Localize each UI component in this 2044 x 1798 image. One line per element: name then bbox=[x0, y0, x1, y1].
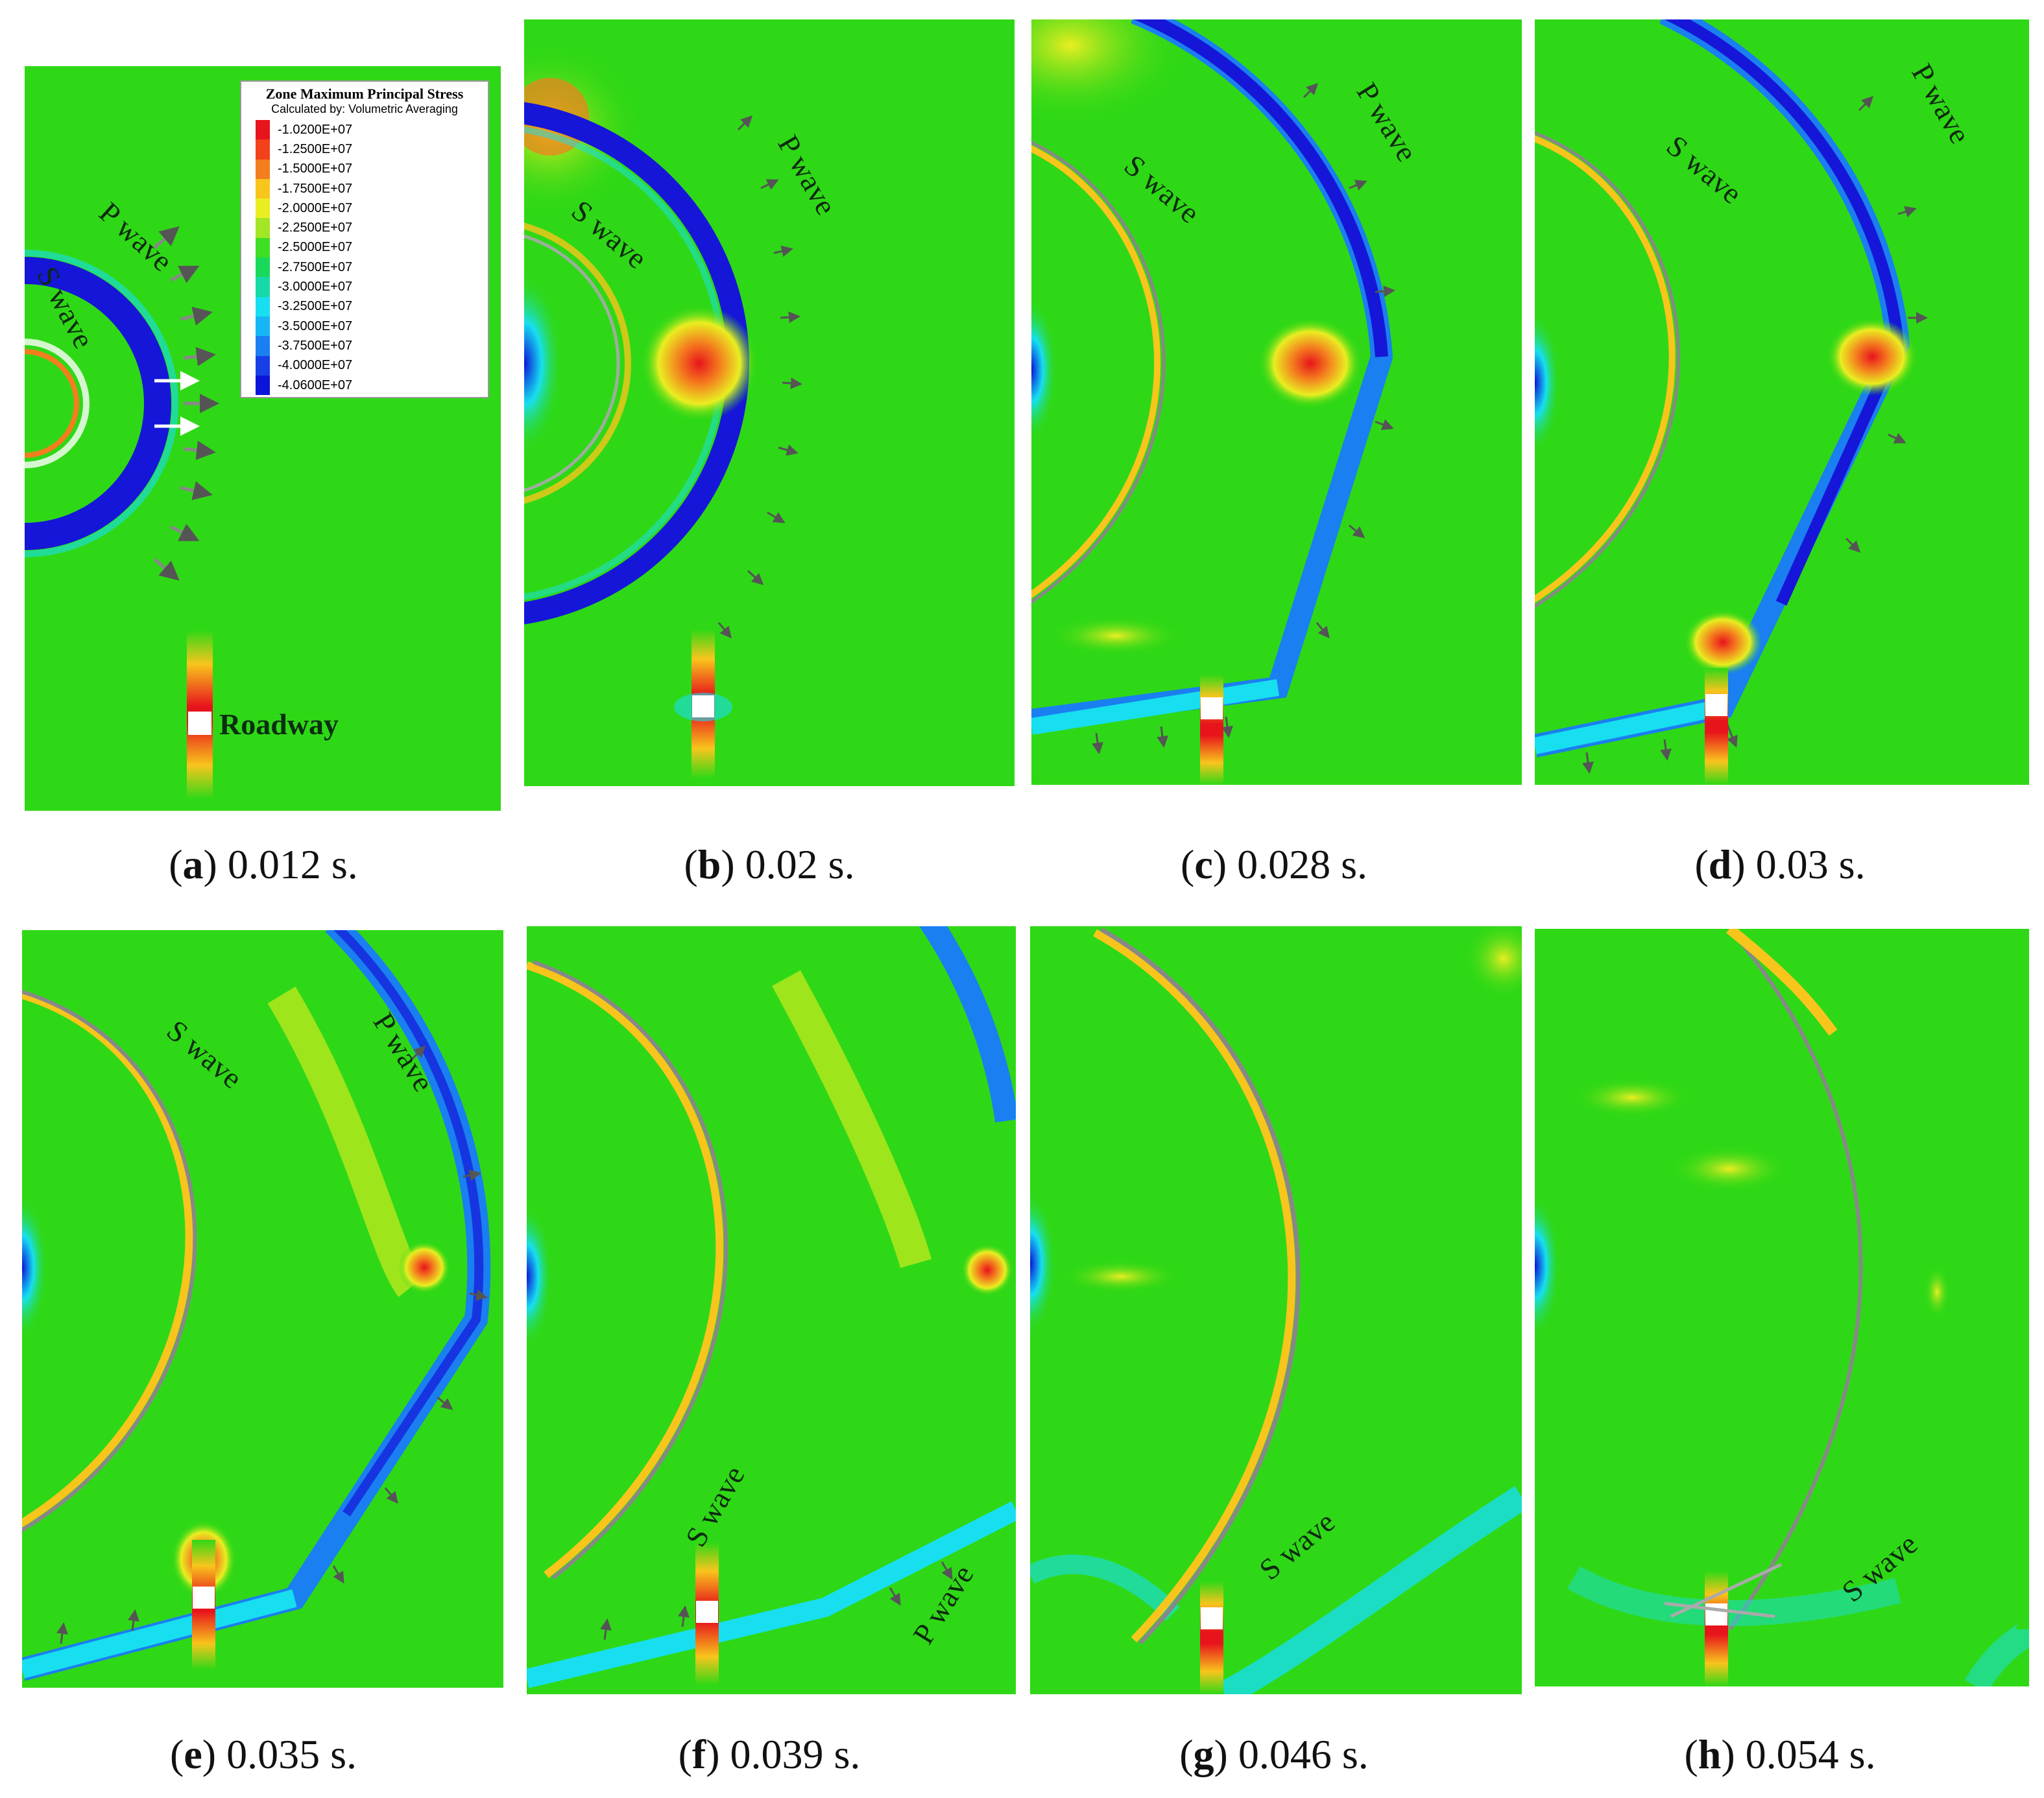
legend-title: Zone Maximum Principal Stress bbox=[265, 86, 464, 102]
caption-letter-d: d bbox=[1708, 841, 1732, 887]
panel-g-image: S wave bbox=[1030, 926, 1522, 1694]
caption-letter-e: e bbox=[184, 1731, 202, 1777]
legend-swatch bbox=[256, 296, 270, 317]
legend-entry-label: -2.7500E+07 bbox=[278, 259, 353, 274]
legend-entry: -4.0600E+07 bbox=[241, 375, 488, 396]
stress-legend: Zone Maximum Principal Stress Calculated… bbox=[240, 80, 489, 398]
caption-time-b: 0.02 s. bbox=[745, 841, 855, 887]
legend-entry: -3.0000E+07 bbox=[241, 277, 488, 297]
caption-time-c: 0.028 s. bbox=[1237, 841, 1367, 887]
caption-time-a: 0.012 s. bbox=[227, 841, 358, 887]
panel-d-image: P wave S wave bbox=[1535, 19, 2029, 785]
caption-d: (d) 0.03 s. bbox=[1694, 841, 1866, 887]
panel-h-image: S wave bbox=[1535, 929, 2029, 1686]
legend-entry-label: -1.7500E+07 bbox=[278, 181, 353, 196]
caption-time-h: 0.054 s. bbox=[1745, 1731, 1876, 1777]
legend-swatch bbox=[256, 159, 270, 179]
caption-time-g: 0.046 s. bbox=[1238, 1731, 1369, 1777]
legend-swatch bbox=[256, 355, 270, 376]
caption-e: (e) 0.035 s. bbox=[170, 1731, 357, 1777]
caption-time-f: 0.039 s. bbox=[730, 1731, 861, 1777]
legend-entry: -2.2500E+07 bbox=[241, 218, 488, 238]
caption-h: (h) 0.054 s. bbox=[1684, 1731, 1876, 1777]
caption-f: (f) 0.039 s. bbox=[678, 1731, 861, 1777]
legend-entry: -1.5000E+07 bbox=[241, 159, 488, 179]
legend-entry: -2.0000E+07 bbox=[241, 198, 488, 219]
caption-time-d: 0.03 s. bbox=[1755, 841, 1866, 887]
caption-letter-c: c bbox=[1194, 841, 1213, 887]
legend-entry: -1.0200E+07 bbox=[241, 120, 488, 140]
legend-swatch bbox=[256, 316, 270, 337]
legend-entry-label: -1.0200E+07 bbox=[278, 122, 353, 137]
caption-time-e: 0.035 s. bbox=[226, 1731, 357, 1777]
legend-entry: -3.7500E+07 bbox=[241, 336, 488, 356]
legend-entry: -4.0000E+07 bbox=[241, 355, 488, 376]
panel-f-image: S wave P wave bbox=[527, 926, 1016, 1694]
legend-entry: -1.7500E+07 bbox=[241, 178, 488, 199]
legend-entry-label: -1.2500E+07 bbox=[278, 141, 353, 156]
legend-swatch bbox=[256, 237, 270, 258]
caption-letter-b: b bbox=[697, 841, 721, 887]
legend-swatch bbox=[256, 375, 270, 396]
caption-g: (g) 0.046 s. bbox=[1179, 1731, 1369, 1777]
legend-swatch bbox=[256, 198, 270, 219]
panel-e-image: P wave S wave bbox=[22, 930, 503, 1688]
legend-entry-label: -4.0600E+07 bbox=[278, 378, 353, 392]
roadway-label: Roadway bbox=[219, 708, 339, 741]
legend-entry-label: -2.5000E+07 bbox=[278, 240, 353, 255]
caption-letter-f: f bbox=[691, 1731, 706, 1777]
legend-swatch bbox=[256, 336, 270, 356]
legend-entry: -3.2500E+07 bbox=[241, 296, 488, 317]
caption-letter-h: h bbox=[1698, 1731, 1722, 1777]
legend-entry: -3.5000E+07 bbox=[241, 316, 488, 337]
legend-swatch bbox=[256, 139, 270, 160]
legend-swatch bbox=[256, 120, 270, 140]
caption-a: (a) 0.012 s. bbox=[169, 841, 358, 887]
legend-swatch bbox=[256, 178, 270, 199]
legend-entry-label: -3.0000E+07 bbox=[278, 280, 353, 294]
legend-swatch bbox=[256, 218, 270, 238]
legend-entry: -2.7500E+07 bbox=[241, 258, 488, 278]
legend-entry-label: -3.2500E+07 bbox=[278, 299, 353, 314]
legend-entry: -1.2500E+07 bbox=[241, 139, 488, 160]
legend-entry-label: -3.5000E+07 bbox=[278, 318, 353, 333]
caption-c: (c) 0.028 s. bbox=[1181, 841, 1367, 887]
legend-entry-label: -2.0000E+07 bbox=[278, 200, 353, 215]
legend-swatch bbox=[256, 277, 270, 297]
legend-entry-label: -4.0000E+07 bbox=[278, 358, 353, 373]
legend-swatch bbox=[256, 258, 270, 278]
legend-entry-label: -1.5000E+07 bbox=[278, 162, 353, 176]
caption-b: (b) 0.02 s. bbox=[684, 841, 855, 887]
panel-b-image: P wave S wave bbox=[524, 19, 1015, 786]
legend-subtitle: Calculated by: Volumetric Averaging bbox=[271, 102, 458, 115]
legend-entry-label: -2.2500E+07 bbox=[278, 221, 353, 235]
caption-letter-a: a bbox=[182, 841, 204, 887]
caption-letter-g: g bbox=[1193, 1731, 1214, 1777]
panel-c-image: P wave S wave bbox=[1031, 19, 1522, 785]
legend-entry: -2.5000E+07 bbox=[241, 237, 488, 258]
legend-entry-label: -3.7500E+07 bbox=[278, 338, 353, 353]
